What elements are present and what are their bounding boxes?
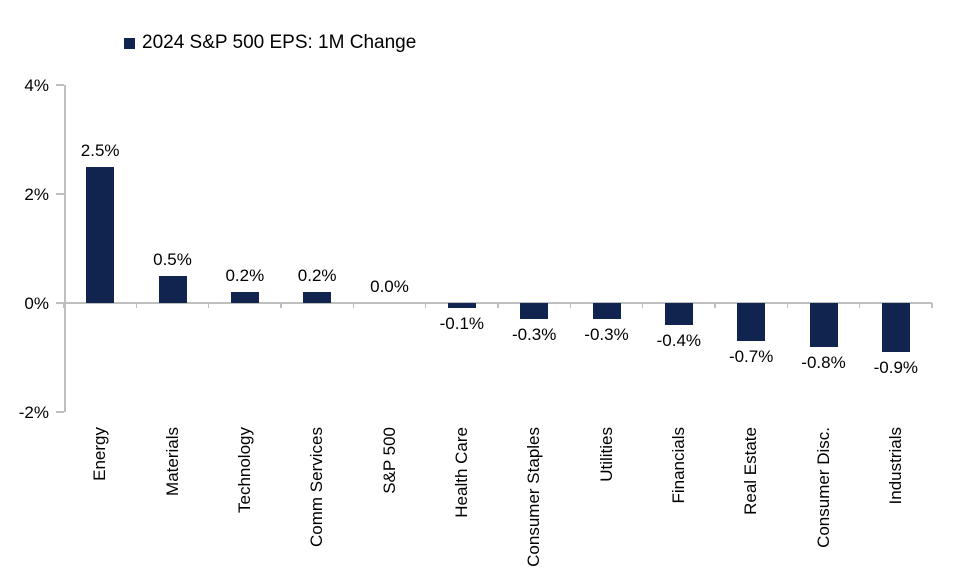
bar-value-label: -0.3% xyxy=(511,325,557,345)
y-axis-line xyxy=(64,85,66,412)
category-label-text: Consumer Staples xyxy=(524,427,544,567)
bar xyxy=(447,303,476,309)
y-axis-tick-label: 4% xyxy=(24,76,49,95)
y-axis-tick xyxy=(56,193,64,195)
bar-value-label: 2.5% xyxy=(80,140,120,160)
x-axis-tick xyxy=(931,303,933,308)
legend-marker-icon xyxy=(124,37,135,49)
bar-value-label: 0.2% xyxy=(297,266,337,286)
x-axis-tick xyxy=(280,303,282,308)
y-axis-tick xyxy=(56,411,64,413)
x-axis-tick xyxy=(497,303,499,308)
bar-value-label: -0.7% xyxy=(728,347,774,367)
category-label-text: S&P 500 xyxy=(379,427,399,494)
legend-label: 2024 S&P 500 EPS: 1M Change xyxy=(142,32,417,53)
bar xyxy=(737,303,766,342)
category-label-text: Materials xyxy=(162,427,182,496)
bar-value-label: -0.3% xyxy=(584,325,629,345)
chart-legend: 2024 S&P 500 EPS: 1M Change xyxy=(124,32,416,54)
bar xyxy=(86,166,115,303)
y-axis-tick-label: 0% xyxy=(24,294,49,313)
category-label-text: Energy xyxy=(90,427,110,481)
y-axis-tick-label: -2% xyxy=(18,403,49,422)
bar xyxy=(881,303,910,353)
bar xyxy=(158,275,187,303)
bar xyxy=(664,303,693,325)
bar-value-label: -0.1% xyxy=(439,314,485,334)
y-axis-tick xyxy=(56,84,64,86)
bar xyxy=(303,292,332,303)
bar-value-label: -0.4% xyxy=(656,330,702,350)
bar xyxy=(230,292,259,303)
x-axis-tick xyxy=(63,303,65,308)
x-axis-tick xyxy=(135,303,138,308)
category-label-text: Real Estate xyxy=(741,427,761,515)
category-label-text: Technology xyxy=(234,427,254,514)
x-axis-tick xyxy=(424,303,427,308)
bar-value-label: 0.5% xyxy=(153,249,192,269)
category-label-text: Financials xyxy=(668,427,688,504)
x-axis-tick xyxy=(714,303,716,308)
bar-value-label: 0.0% xyxy=(370,277,409,296)
category-label-text: Consumer Disc. xyxy=(813,427,833,548)
bar xyxy=(592,303,621,320)
x-axis-tick xyxy=(641,303,644,308)
x-axis-tick xyxy=(569,303,572,308)
category-label-text: Industrials xyxy=(885,427,905,505)
bar xyxy=(520,303,549,320)
bar-value-label: -0.8% xyxy=(801,352,846,372)
x-axis-tick xyxy=(207,303,210,308)
category-label-text: Comm Services xyxy=(307,427,327,547)
category-label-text: Utilities xyxy=(596,427,616,482)
x-axis-tick xyxy=(352,303,355,308)
x-axis-tick xyxy=(786,303,789,308)
y-axis-tick-label: 2% xyxy=(24,185,49,204)
x-axis-tick xyxy=(858,303,861,308)
y-axis-tick xyxy=(56,302,64,304)
bar-value-label: -0.9% xyxy=(873,358,919,378)
bar-value-label: 0.2% xyxy=(225,266,265,286)
bar xyxy=(809,303,838,347)
category-label-text: Health Care xyxy=(451,427,471,518)
